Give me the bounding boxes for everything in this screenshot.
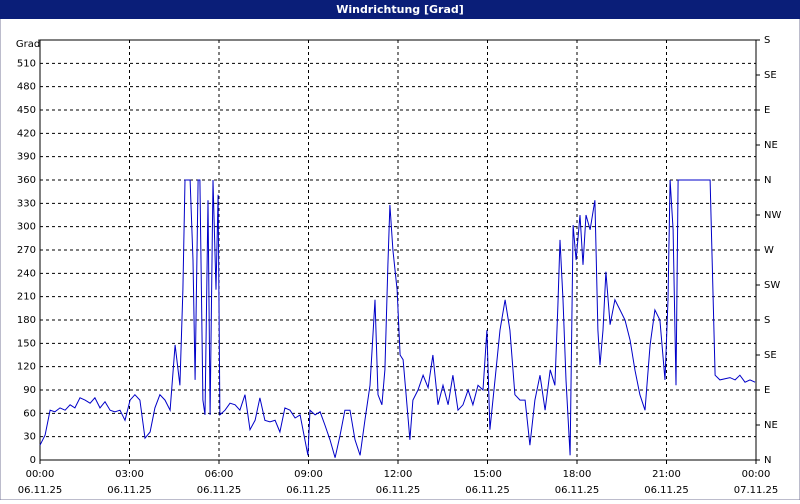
x-tick-label: 09:00 xyxy=(294,469,323,480)
y-tick-label: 150 xyxy=(17,338,36,349)
x-tick-date: 06.11.25 xyxy=(197,485,242,496)
y2-tick-label: S xyxy=(764,35,770,46)
y-axis-label: Grad xyxy=(16,39,40,50)
y2-tick-label: SE xyxy=(764,350,777,361)
y-tick-label: 60 xyxy=(23,408,36,419)
title-bar xyxy=(0,0,800,19)
y2-tick-label: NE xyxy=(764,140,778,151)
x-tick-date: 06.11.25 xyxy=(107,485,152,496)
y-tick-label: 390 xyxy=(17,152,36,163)
y-tick-label: 480 xyxy=(17,82,36,93)
x-tick-label: 21:00 xyxy=(652,469,681,480)
y-tick-label: 210 xyxy=(17,292,36,303)
y-tick-label: 30 xyxy=(23,432,36,443)
y-tick-label: 450 xyxy=(17,105,36,116)
x-tick-date: 06.11.25 xyxy=(465,485,510,496)
y2-tick-label: N xyxy=(764,455,771,466)
y-tick-label: 0 xyxy=(30,455,36,466)
y2-tick-label: S xyxy=(764,315,770,326)
x-tick-label: 15:00 xyxy=(473,469,502,480)
y2-tick-label: E xyxy=(764,385,770,396)
x-tick-label: 12:00 xyxy=(384,469,413,480)
y-tick-label: 510 xyxy=(17,58,36,69)
y-tick-label: 360 xyxy=(17,175,36,186)
x-tick-date: 06.11.25 xyxy=(644,485,689,496)
y-tick-label: 270 xyxy=(17,245,36,256)
y2-tick-label: E xyxy=(764,105,770,116)
x-tick-label: 06:00 xyxy=(205,469,234,480)
x-tick-date: 06.11.25 xyxy=(286,485,331,496)
x-tick-date: 06.11.25 xyxy=(555,485,600,496)
x-tick-label: 18:00 xyxy=(563,469,592,480)
y-tick-label: 180 xyxy=(17,315,36,326)
y-tick-label: 420 xyxy=(17,128,36,139)
y2-tick-label: W xyxy=(764,245,774,256)
y-tick-label: 330 xyxy=(17,198,36,209)
y2-tick-label: SW xyxy=(764,280,780,291)
x-tick-label: 00:00 xyxy=(742,469,771,480)
chart-title: Windrichtung [Grad] xyxy=(336,3,464,16)
y-tick-label: 90 xyxy=(23,385,36,396)
x-tick-date: 06.11.25 xyxy=(376,485,421,496)
x-tick-label: 03:00 xyxy=(115,469,144,480)
y-tick-label: 120 xyxy=(17,362,36,373)
y-tick-label: 240 xyxy=(17,268,36,279)
x-tick-label: 00:00 xyxy=(26,469,55,480)
y-tick-label: 300 xyxy=(17,222,36,233)
y2-tick-label: NW xyxy=(764,210,781,221)
x-tick-date: 07.11.25 xyxy=(734,485,779,496)
y2-tick-label: N xyxy=(764,175,771,186)
y2-tick-label: SE xyxy=(764,70,777,81)
y2-tick-label: NE xyxy=(764,420,778,431)
data-line xyxy=(39,179,756,458)
x-tick-date: 06.11.25 xyxy=(18,485,63,496)
